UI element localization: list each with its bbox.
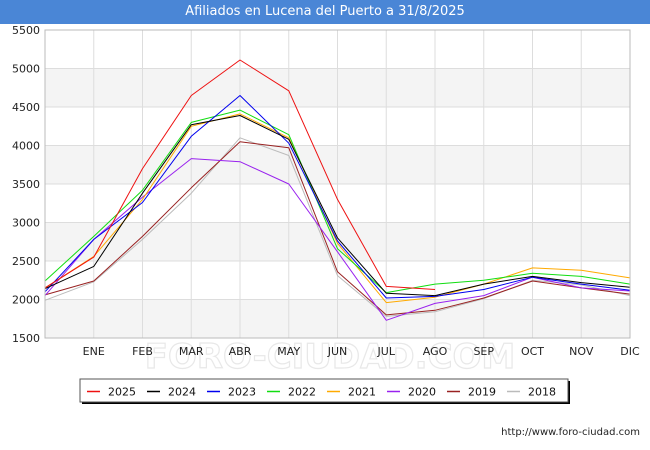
watermark-layer: FORO-CIUDAD.COM xyxy=(144,336,516,377)
legend-label-2022: 2022 xyxy=(288,386,316,399)
y-tick-label: 3000 xyxy=(12,217,40,230)
series-line-2018 xyxy=(44,137,631,317)
x-tick-label: JUL xyxy=(377,345,396,358)
y-tick-label: 2000 xyxy=(12,294,40,307)
plot-border xyxy=(44,29,631,339)
series-line-2024 xyxy=(44,115,631,297)
x-tick-label: OCT xyxy=(521,345,544,358)
series-line-2023 xyxy=(44,95,631,299)
y-tick-label: 5500 xyxy=(12,24,40,37)
x-tick-label: MAR xyxy=(179,345,204,358)
legend-label-2020: 2020 xyxy=(408,386,436,399)
series-line-2019 xyxy=(44,141,631,316)
x-tick-label: JUN xyxy=(327,345,348,358)
y-tick-label: 2500 xyxy=(12,255,40,268)
x-tick-label: NOV xyxy=(569,345,594,358)
y-tick-label: 1500 xyxy=(12,332,40,345)
legend-label-2024: 2024 xyxy=(168,386,196,399)
y-tick-label: 4500 xyxy=(12,101,40,114)
legend-label-2023: 2023 xyxy=(228,386,256,399)
legend-label-2021: 2021 xyxy=(348,386,376,399)
y-tick-label: 5000 xyxy=(12,63,40,76)
x-tick-label: ENE xyxy=(83,345,105,358)
x-tick-label: DIC xyxy=(620,345,640,358)
y-tick-label: 3500 xyxy=(12,178,40,191)
legend-label-2018: 2018 xyxy=(528,386,556,399)
x-tick-label: MAY xyxy=(277,345,300,358)
series-line-2025 xyxy=(44,59,436,290)
source-url[interactable]: http://www.foro-ciudad.com xyxy=(501,427,640,438)
watermark-text: FORO-CIUDAD.COM xyxy=(145,337,516,377)
series-layer xyxy=(44,59,631,321)
x-tick-label: FEB xyxy=(132,345,153,358)
legend-box xyxy=(79,378,569,403)
legend-label-2019: 2019 xyxy=(468,386,496,399)
chart-title: Afiliados en Lucena del Puerto a 31/8/20… xyxy=(0,0,650,24)
series-line-2021 xyxy=(44,113,631,304)
axis-layer: 1500 2000 2500 3000 3500 4000 4500 5000 5500 ENE F… xyxy=(12,24,640,358)
y-tick-label: 4000 xyxy=(12,140,40,153)
series-line-2022 xyxy=(44,109,631,294)
x-tick-label: ABR xyxy=(229,345,252,358)
legend: 2025 2024 2023 2022 2021 2020 2019 2018 xyxy=(79,378,570,404)
x-tick-label: AGO xyxy=(423,345,448,358)
x-tick-label: SEP xyxy=(473,345,494,358)
legend-label-2025: 2025 xyxy=(108,386,136,399)
